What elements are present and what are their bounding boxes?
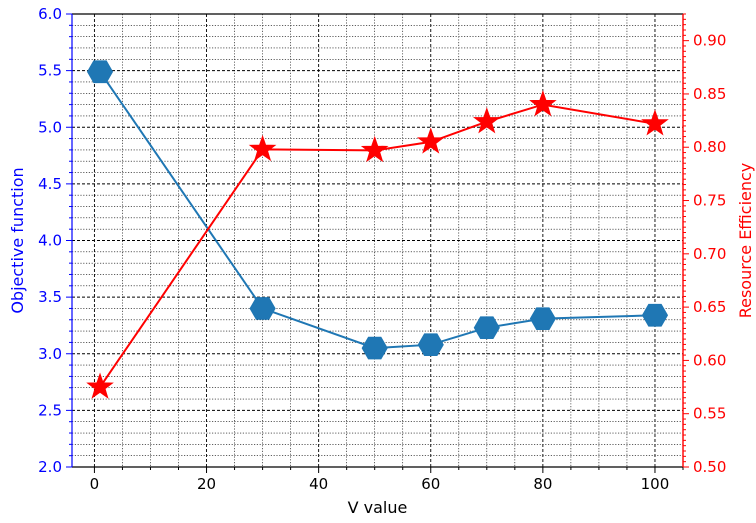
efficiency-point: [250, 136, 275, 160]
y-tick-label: 6.0: [38, 5, 62, 23]
axes-layer: 0 20 40 60 80 100 2.0 2.5 3.0 3.5 4.0 4.5 5.0 5.5 6.0 0…: [38, 5, 726, 493]
efficiency-point: [418, 129, 443, 153]
efficiency-point: [88, 374, 113, 398]
y2-tick-label: 0.50: [693, 458, 726, 476]
x-tick-label: 100: [641, 475, 670, 493]
efficiency-point: [474, 109, 499, 133]
x-tick-label: 80: [533, 475, 552, 493]
y2-tick-label: 0.60: [693, 351, 726, 369]
y-tick-label: 3.0: [38, 345, 62, 363]
y-tick-label: 3.5: [38, 288, 62, 306]
objective-point: [642, 304, 667, 326]
y-tick-label: 5.0: [38, 118, 62, 136]
y2-tick-label: 0.85: [693, 85, 726, 103]
objective-point: [474, 317, 499, 339]
y-tick-label: 5.5: [38, 62, 62, 80]
y-axis-label: Objective function: [8, 167, 27, 313]
objective-line: [100, 72, 655, 348]
objective-point: [530, 308, 555, 330]
y2-axis-label: Resource Efficiency: [736, 163, 755, 319]
y2-tick-label: 0.70: [693, 245, 726, 263]
x-tick-label: 0: [90, 475, 100, 493]
objective-point: [88, 61, 113, 83]
objective-point: [250, 298, 275, 320]
y2-tick-label: 0.80: [693, 138, 726, 156]
y-tick-label: 2.0: [38, 458, 62, 476]
objective-point: [418, 334, 443, 356]
x-tick-label: 60: [421, 475, 440, 493]
x-tick-label: 20: [197, 475, 216, 493]
y2-tick-label: 0.65: [693, 298, 726, 316]
y-tick-label: 4.0: [38, 232, 62, 250]
x-tick-label: 40: [309, 475, 328, 493]
x-axis-label: V value: [348, 498, 408, 517]
y-tick-label: 2.5: [38, 401, 62, 419]
y2-tick-label: 0.75: [693, 192, 726, 210]
y-tick-label: 4.5: [38, 175, 62, 193]
objective-point: [362, 337, 387, 359]
y2-tick-label: 0.90: [693, 32, 726, 50]
y2-tick-label: 0.55: [693, 405, 726, 423]
